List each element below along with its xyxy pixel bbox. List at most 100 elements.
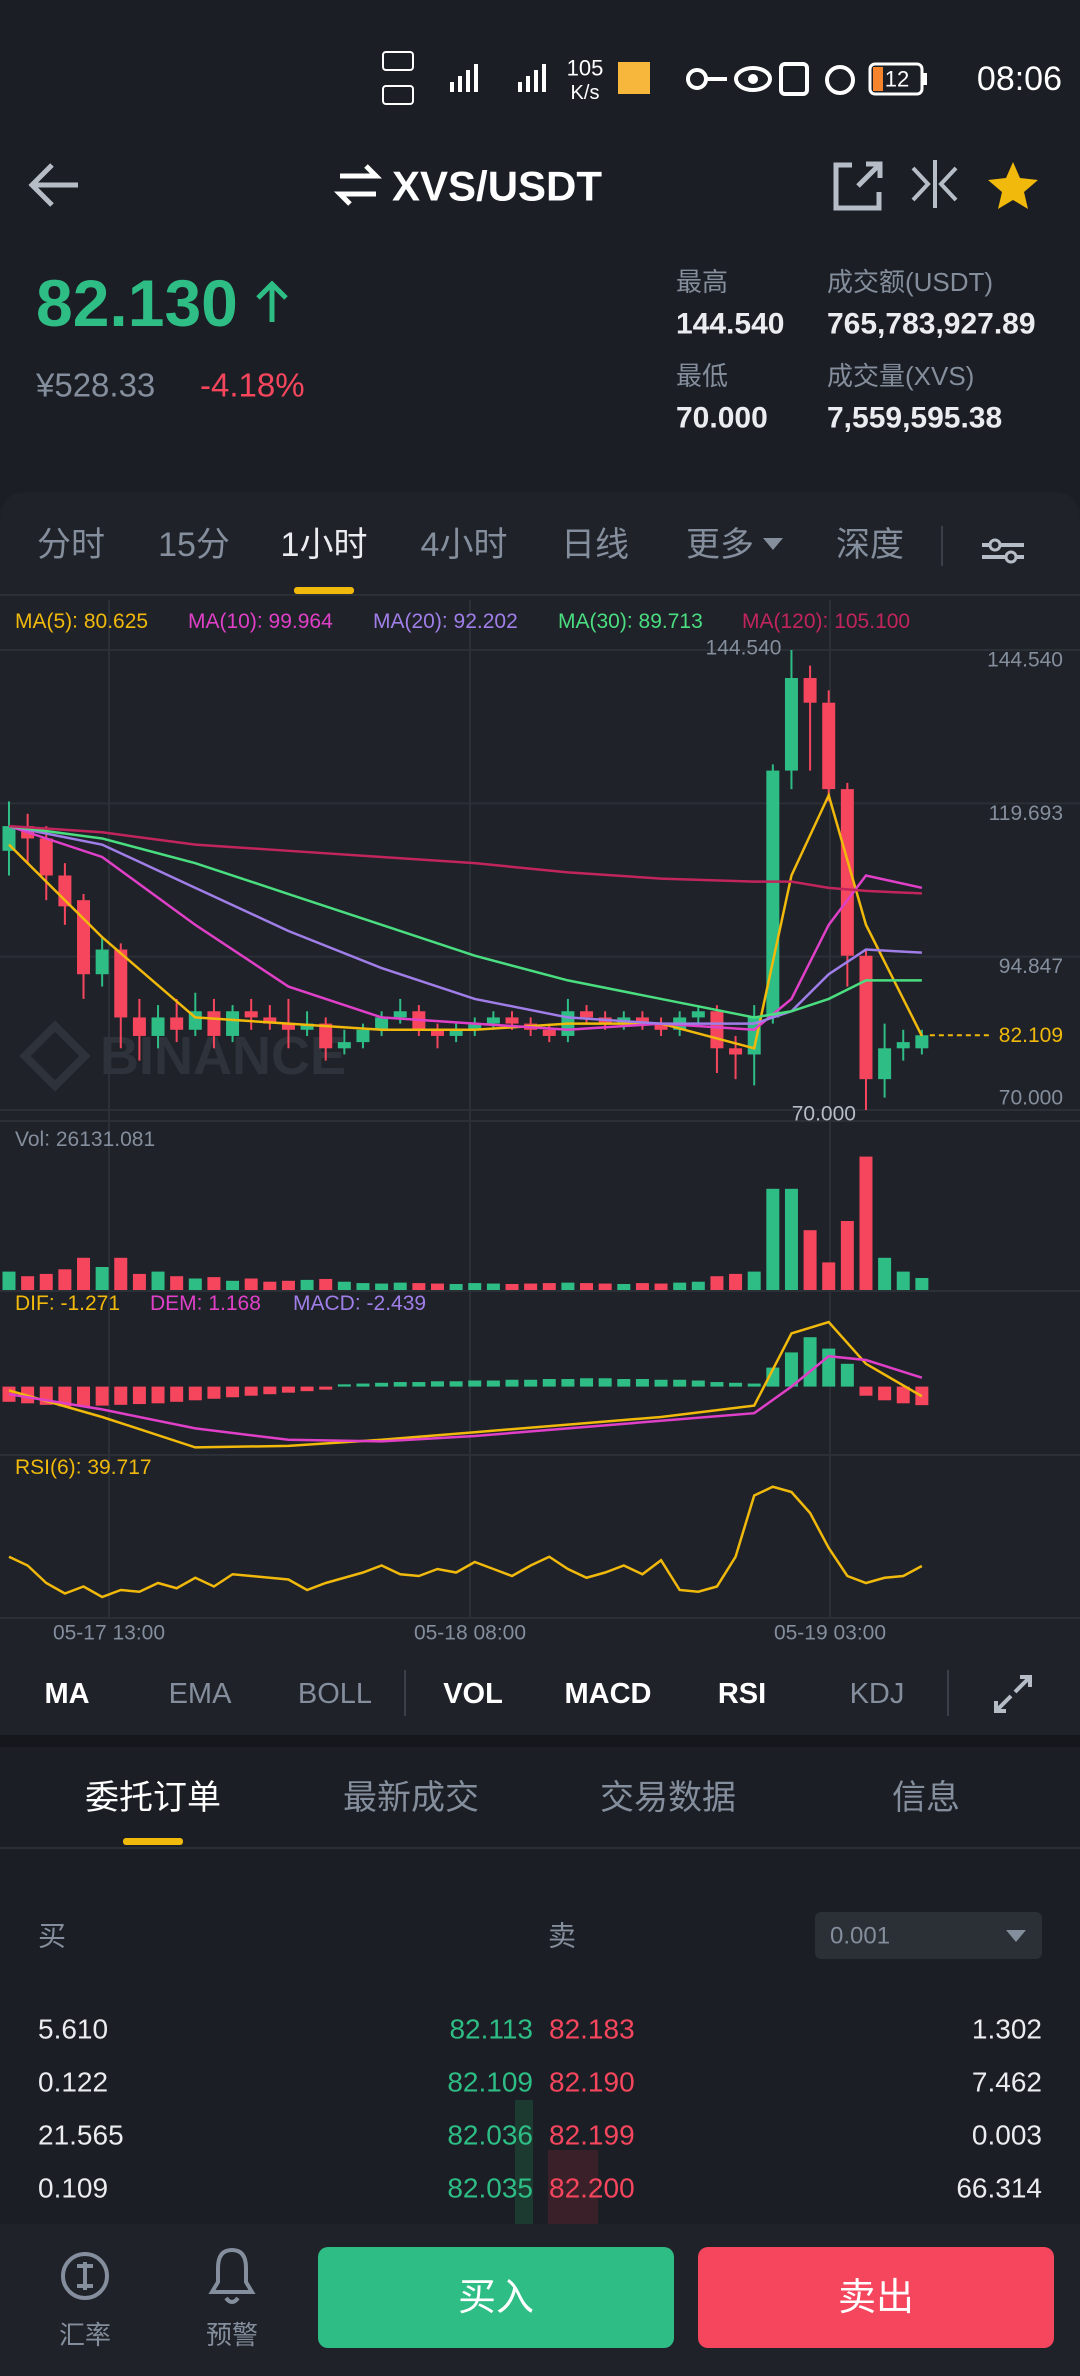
net-speed-unit: K/s [571, 82, 600, 104]
stat-value: 765,783,927.89 [827, 308, 1036, 341]
ask-price: 82.190 [549, 2067, 635, 2098]
volume-bar [691, 1281, 705, 1290]
volume-current: 26131.081 [56, 1128, 155, 1151]
indicator-tab[interactable]: VOL [443, 1678, 503, 1710]
volume-bar [747, 1271, 761, 1290]
macd-bar [803, 1337, 817, 1387]
macd-bar [375, 1382, 389, 1387]
volume-bar [896, 1271, 910, 1290]
volume-bar [915, 1277, 929, 1290]
x-tick-label: 05-18 08:00 [414, 1622, 526, 1645]
volume-bar [878, 1257, 892, 1290]
sell-button[interactable] [698, 2247, 1054, 2348]
fullscreen-icon[interactable] [994, 1675, 1032, 1713]
rsi-line [8, 1485, 923, 1599]
candle-body [896, 1042, 910, 1049]
active-underline [294, 587, 354, 594]
indicator-tab[interactable]: EMA [169, 1678, 233, 1710]
macd-bar [524, 1379, 538, 1387]
volume-bar [784, 1188, 798, 1290]
macd-bar [878, 1386, 892, 1401]
stat-label: 成交量(XVS) [827, 361, 974, 391]
candle-body [114, 949, 128, 1018]
candle-body [822, 702, 836, 790]
volume-bar [430, 1283, 444, 1290]
macd-bar [542, 1379, 556, 1387]
volume-bar [375, 1283, 389, 1290]
swap-icon[interactable] [333, 164, 383, 206]
indicator-tab[interactable]: RSI [718, 1678, 766, 1710]
ask-qty: 7.462 [972, 2067, 1042, 2098]
ma-legend: MA(20): 92.202 [373, 610, 518, 633]
volume-bar [319, 1278, 333, 1290]
candle-body [2, 826, 16, 851]
macd-bar [207, 1386, 221, 1399]
interval-tab[interactable]: 1小时 [281, 526, 368, 564]
bid-price: 82.035 [447, 2173, 533, 2204]
ma-name: MA(20) [373, 610, 442, 633]
candle-body [635, 1017, 649, 1024]
macd-legend: DIF: -1.271 [15, 1292, 120, 1315]
back-button[interactable] [28, 163, 78, 207]
macd-bar [840, 1363, 854, 1387]
ma-name: MA(120) [742, 610, 823, 633]
rsi-legend: RSI(6): 39.717 [15, 1456, 152, 1479]
ma-line [8, 824, 922, 1019]
interval-tab[interactable]: 15分 [158, 526, 230, 564]
watermark: BINANCE [100, 1026, 346, 1086]
volume-bar [542, 1283, 556, 1290]
rsi-name: RSI(6) [15, 1456, 76, 1479]
stat-label: 最高 [676, 267, 728, 297]
macd-bar [617, 1379, 631, 1387]
candle-body [580, 1011, 594, 1018]
macd-legend-name: DEM [150, 1292, 197, 1315]
volume-bar [132, 1273, 146, 1290]
interval-tab[interactable]: 更多 [686, 526, 754, 564]
precision-select[interactable] [815, 1912, 1042, 1959]
ma-line [8, 824, 922, 895]
indicator-tab[interactable]: BOLL [298, 1678, 372, 1710]
candle-body [784, 678, 798, 771]
bid-qty: 21.565 [38, 2120, 124, 2151]
macd-bar [561, 1379, 575, 1387]
settings-knob [1004, 550, 1018, 564]
alert-icon[interactable] [208, 2247, 256, 2304]
macd-bar [449, 1381, 463, 1387]
volume-bar [617, 1284, 631, 1290]
share-icon[interactable] [833, 161, 883, 211]
macd-bar [747, 1383, 761, 1387]
interval-tab[interactable]: 日线 [561, 526, 629, 564]
ma-legend: MA(30): 89.713 [558, 610, 703, 633]
order-tab[interactable]: 交易数据 [600, 1779, 736, 1817]
indicator-tab[interactable]: MACD [565, 1678, 652, 1710]
order-tab[interactable]: 最新成交 [343, 1779, 479, 1817]
y-tick-label: 70.000 [999, 1087, 1063, 1110]
candle-body [281, 1023, 295, 1030]
interval-tab[interactable]: 4小时 [421, 526, 508, 564]
macd-bar [673, 1379, 687, 1387]
candle-body [710, 1011, 724, 1049]
bid-price: 82.109 [447, 2067, 533, 2098]
macd-legend-name: DIF [15, 1292, 49, 1315]
candle-body [840, 789, 854, 956]
macd-bar [822, 1348, 836, 1387]
candle-body [226, 1011, 240, 1036]
compare-icon[interactable] [911, 160, 958, 208]
order-tab[interactable]: 信息 [892, 1779, 960, 1817]
interval-tab[interactable]: 深度 [836, 526, 904, 564]
candle-body [691, 1011, 705, 1018]
indicator-tab[interactable]: KDJ [850, 1678, 905, 1710]
favorite-star[interactable] [988, 162, 1038, 209]
rate-icon[interactable] [61, 2252, 109, 2300]
interval-tab[interactable]: 分时 [37, 526, 105, 564]
macd-bar [263, 1386, 277, 1395]
buy-button[interactable] [318, 2247, 674, 2348]
candle-body [803, 678, 817, 703]
ma-current: 105.100 [834, 610, 910, 633]
macd-bar [151, 1386, 165, 1404]
indicator-tab[interactable]: MA [44, 1678, 89, 1710]
pair-title[interactable]: XVS/USDT [392, 163, 602, 210]
order-tab[interactable]: 委托订单 [85, 1779, 221, 1817]
price-change: -4.18% [200, 367, 305, 404]
